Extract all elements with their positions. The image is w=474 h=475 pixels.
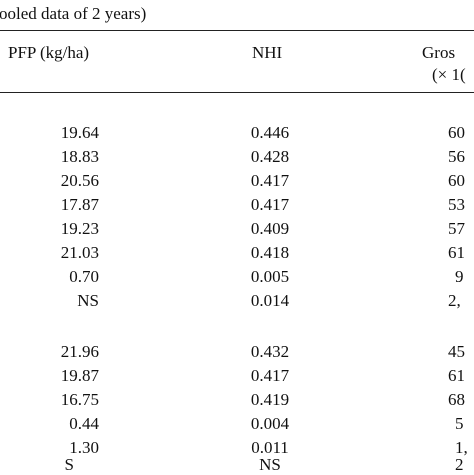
table-cell-pfp: 20.56 (60, 171, 99, 190)
table-cell-gross: 53 (448, 195, 465, 214)
table-cell-pfp: 19.23 (60, 219, 99, 238)
table-cell-nhi: 0.446 (250, 123, 290, 142)
table-cell-gross: 57 (448, 219, 465, 238)
table-cell-gross: 56 (448, 147, 465, 166)
header-pfp: PFP (kg/ha) (8, 43, 90, 62)
table-cell-gross: 60 (448, 123, 465, 142)
table-caption: ooled data of 2 years) (0, 4, 147, 23)
table-cell-gross: 5 (455, 414, 464, 433)
table-cell-nhi: 0.004 (250, 414, 290, 433)
table-cell-nhi: 0.005 (250, 267, 290, 286)
table-cell-gross: 60 (448, 171, 465, 190)
table-cell-pfp: 0.44 (69, 414, 99, 433)
table-cell-gross: 2, (448, 291, 461, 310)
table-cell-gross: 1, (455, 438, 468, 457)
table-cell-pfp: 21.03 (60, 243, 99, 262)
table-cell-nhi: NS (259, 455, 281, 474)
header-gross: Gros (422, 43, 456, 62)
table-cell-gross: 61 (448, 243, 465, 262)
header-gross-unit: (× 1( (432, 65, 466, 84)
table-cell-nhi: 0.417 (250, 195, 290, 214)
table-cell-nhi: 0.419 (250, 390, 290, 409)
table-cell-nhi: 0.417 (250, 171, 290, 190)
table-cell-pfp: 17.87 (60, 195, 99, 214)
table-cell-pfp: 19.87 (60, 366, 99, 385)
table-cell-gross: 68 (448, 390, 465, 409)
header-nhi: NHI (252, 43, 283, 62)
table-cell-pfp: 21.96 (60, 342, 99, 361)
table-cell-pfp: 18.83 (60, 147, 99, 166)
table-cell-nhi: 0.011 (251, 438, 289, 457)
table-cell-gross: 2 (455, 455, 464, 474)
table-cell-nhi: 0.418 (250, 243, 290, 262)
table-cell-pfp: S (64, 455, 74, 474)
table-cell-gross: 61 (448, 366, 465, 385)
table-cell-nhi: 0.428 (250, 147, 290, 166)
top-rule (0, 30, 474, 31)
table-cell-pfp: NS (77, 291, 99, 310)
table-cell-nhi: 0.014 (250, 291, 290, 310)
table-cell-pfp: 19.64 (60, 123, 99, 142)
table-cell-nhi: 0.417 (250, 366, 290, 385)
table-cell-pfp: 1.30 (69, 438, 99, 457)
table-cell-gross: 9 (455, 267, 464, 286)
table-cell-nhi: 0.409 (250, 219, 290, 238)
table-cell-gross: 45 (448, 342, 465, 361)
header-rule (0, 92, 474, 93)
table-cell-pfp: 0.70 (69, 267, 99, 286)
table-cell-pfp: 16.75 (60, 390, 99, 409)
table-cell-nhi: 0.432 (250, 342, 290, 361)
